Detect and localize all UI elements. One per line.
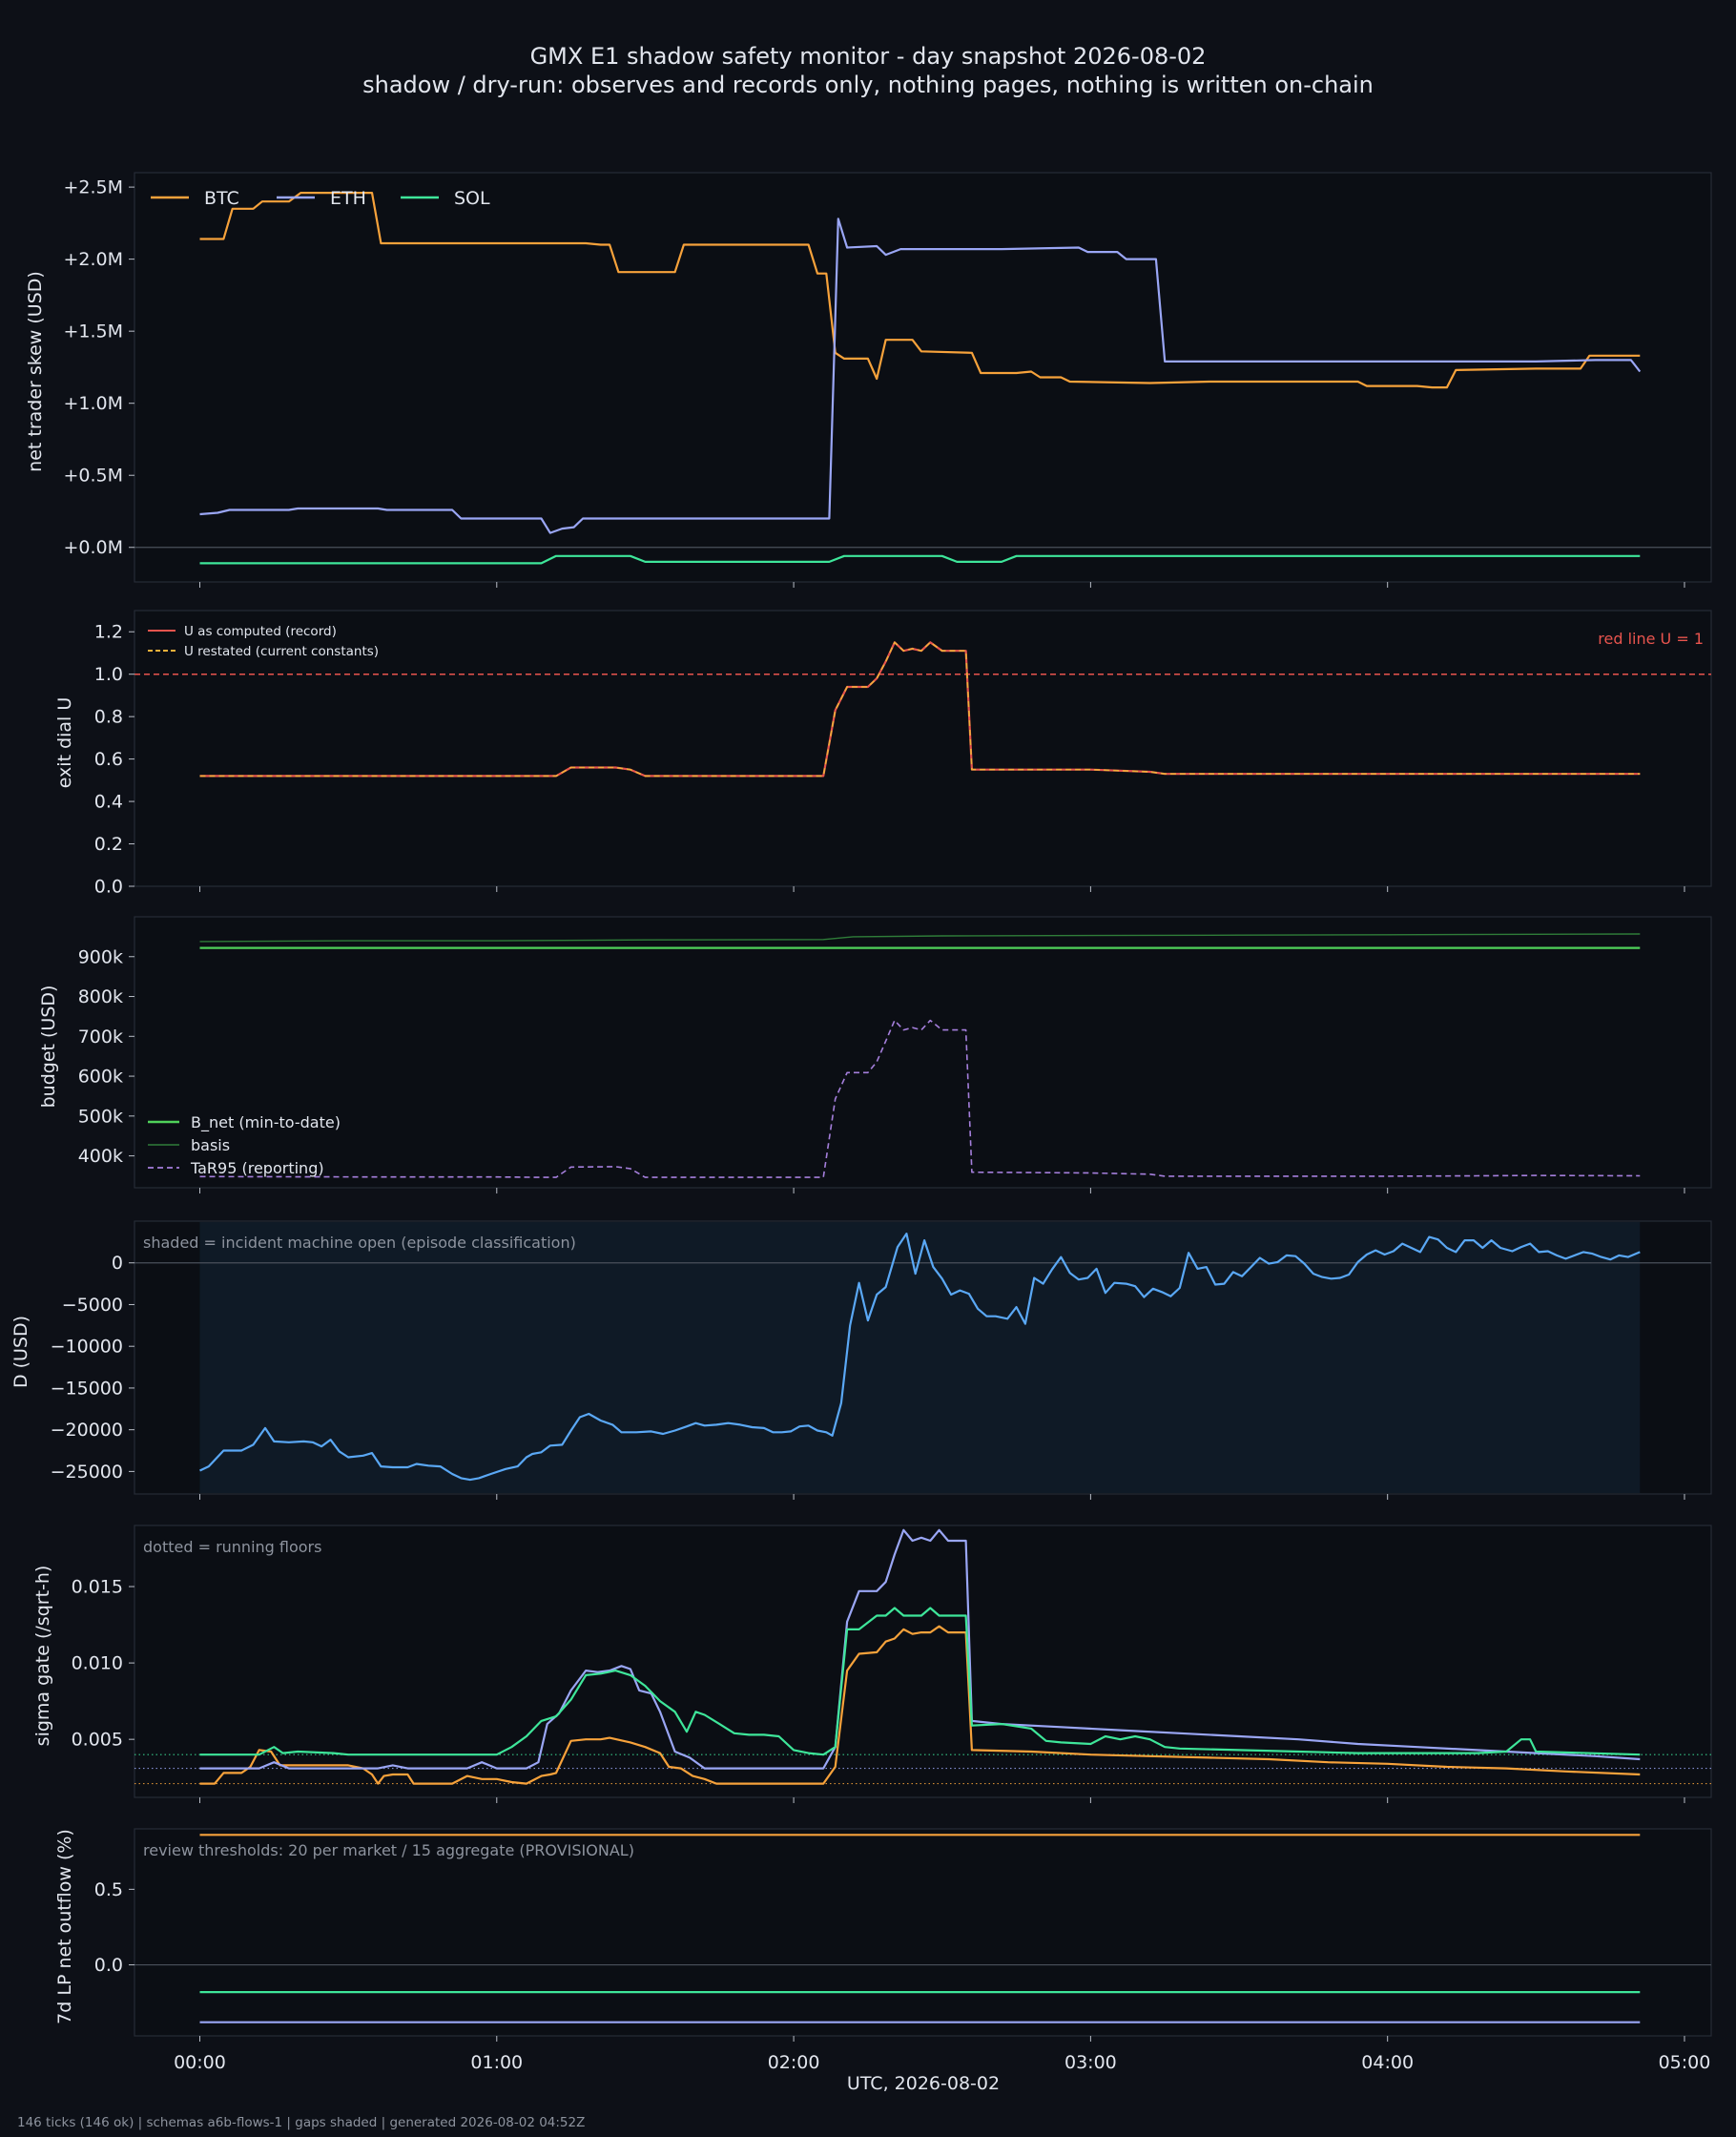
x-tick-label: 01:00 [470,2052,523,2073]
x-axis-label: UTC, 2026-08-02 [847,2073,1000,2094]
legend-label: ETH [330,188,366,209]
y-tick-label: −25000 [51,1462,123,1483]
y-axis-label: D (USD) [10,1316,31,1388]
y-axis-label: 7d LP net outflow (%) [54,1829,75,2024]
y-tick-label: 0.0 [94,877,123,898]
legend-label: U as computed (record) [184,624,337,639]
legend-label: B_net (min-to-date) [191,1113,341,1132]
y-tick-label: 1.0 [94,664,123,685]
chart-subtitle: shadow / dry-run: observes and records o… [362,72,1374,98]
legend-label: BTC [204,188,239,209]
x-tick-label: 05:00 [1659,2052,1711,2073]
panel-exit_dial: 0.0 0.2 0.4 0.6 0.8 1.0 1.2 exit dial U red line… [54,610,1712,898]
panel-note: shaded = incident machine open (episode … [143,1234,576,1252]
series-line-btc [199,192,1641,389]
y-tick-label: 0.8 [94,707,123,728]
y-tick-label: 500k [78,1106,123,1127]
y-tick-label: +0.0M [63,537,123,558]
y-tick-label: 400k [78,1146,123,1167]
panel-d: −25000 −20000 −15000 −10000 −5000 0 D (USD) sha… [10,1220,1712,1500]
y-tick-label: 0.005 [72,1730,123,1751]
y-tick-label: 900k [78,946,123,967]
series-line-basis [199,933,1641,943]
y-tick-label: 0.010 [72,1653,123,1674]
x-tick-label: 03:00 [1064,2052,1117,2073]
y-axis-label: net trader skew (USD) [25,271,46,472]
legend-label: TaR95 (reporting) [190,1159,324,1177]
series-line-sol [199,554,1641,565]
y-tick-label: 0.2 [94,834,123,855]
y-tick-label: 0.0 [94,1955,123,1976]
y-tick-label: 700k [78,1027,123,1048]
y-tick-label: +2.0M [63,249,123,270]
footer-status: 146 ticks (146 ok) | schemas a6b-flows-1… [17,2115,585,2130]
y-tick-label: −10000 [51,1337,123,1358]
y-axis-label: sigma gate (/sqrt-h) [32,1566,53,1747]
panel-lp_outflow: 0.0 0.5 7d LP net outflow (%) review thresh… [54,1828,1712,2073]
y-tick-label: +1.0M [63,393,123,414]
panel-sigma_gate: 0.005 0.010 0.015 sigma gate (/sqrt-h) dotte… [32,1525,1712,1803]
y-tick-label: 0.6 [94,749,123,770]
panel-frame [134,172,1712,583]
panel-skew: +0.0M +0.5M +1.0M +1.5M +2.0M +2.5M net trader… [25,172,1712,588]
x-tick-label: 04:00 [1361,2052,1414,2073]
y-tick-label: −20000 [51,1420,123,1441]
x-tick-label: 02:00 [768,2052,820,2073]
panel-note: dotted = running floors [143,1538,321,1556]
panel-frame [134,610,1712,887]
y-axis-label: exit dial U [54,697,75,789]
y-tick-label: 1.2 [94,622,123,643]
y-axis-label: budget (USD) [38,986,59,1109]
y-tick-label: 0.015 [72,1577,123,1598]
y-tick-label: 600k [78,1067,123,1088]
legend-label: basis [191,1136,230,1154]
y-tick-label: −15000 [51,1378,123,1399]
y-tick-label: −5000 [62,1295,123,1316]
y-tick-label: 0 [112,1253,123,1274]
series-line-sol [199,1607,1641,1756]
x-tick-label: 00:00 [174,2052,226,2073]
panel-frame [134,1525,1712,1798]
series-line-eth [199,1528,1641,1770]
series-line-eth [199,218,1642,534]
red-line-label: red line U = 1 [1598,630,1704,648]
legend-label: SOL [454,188,490,209]
chart-title: GMX E1 shadow safety monitor - day snaps… [530,43,1207,70]
y-tick-label: 800k [78,986,123,1007]
panels-group: +0.0M +0.5M +1.0M +1.5M +2.0M +2.5M net trader… [10,172,1712,2073]
legend-label: U restated (current constants) [184,644,379,659]
series-line-btc [199,1625,1641,1785]
y-tick-label: +1.5M [63,322,123,342]
panel-budget: 400k 500k 600k 700k 800k 900k budget (USD) B_ne… [38,916,1712,1193]
series-line-u-restated-current-constants [199,641,1641,778]
series-line-tar95-reporting [199,1019,1641,1178]
panel-frame [134,1828,1712,2037]
panel-frame [134,916,1712,1189]
y-tick-label: +2.5M [63,177,123,198]
y-tick-label: 0.5 [94,1879,123,1900]
panel-note: review thresholds: 20 per market / 15 ag… [143,1841,634,1859]
y-tick-label: 0.4 [94,792,123,813]
y-tick-label: +0.5M [63,466,123,487]
incident-shade [199,1222,1641,1493]
series-line-d [199,1233,1641,1482]
